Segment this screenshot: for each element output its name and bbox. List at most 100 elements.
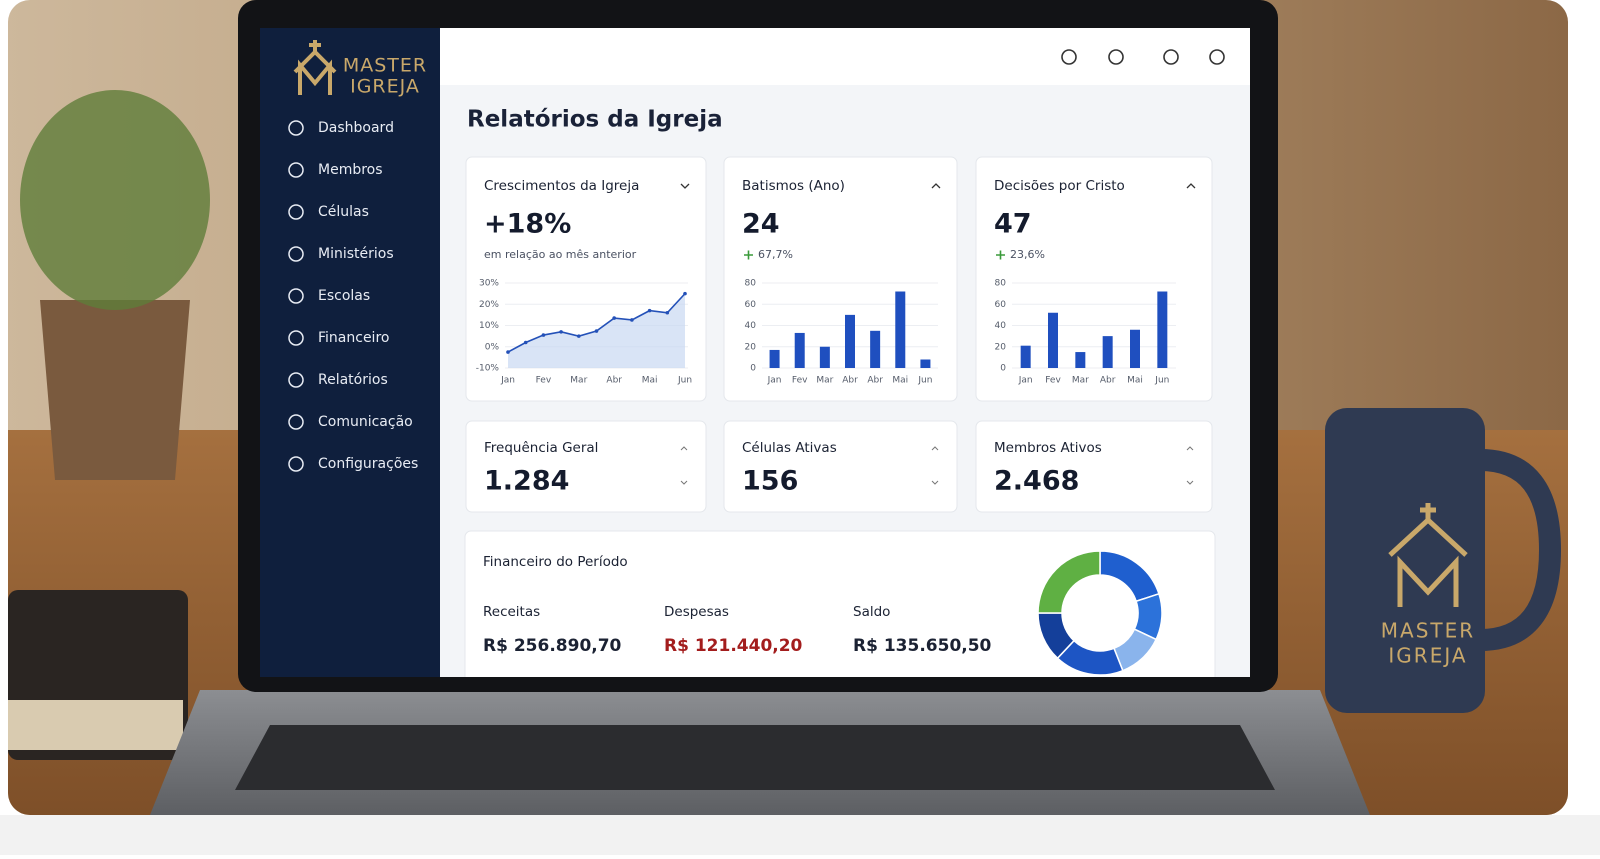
mug-handle: [1479, 449, 1562, 651]
x-tick-label: Abr: [842, 376, 858, 386]
y-tick-label: 40: [995, 321, 1007, 331]
y-tick-label: 30%: [479, 279, 499, 289]
finance-label: Despesas: [664, 604, 729, 620]
menu-icon: [288, 330, 304, 346]
bottom-strip: [0, 815, 1600, 855]
x-tick-label: Abr: [867, 376, 883, 386]
card-title: Células Ativas: [742, 440, 837, 456]
point: [665, 310, 670, 315]
y-tick-label: 0: [1000, 364, 1006, 374]
y-tick-label: 80: [995, 279, 1007, 289]
x-tick-label: Mai: [642, 376, 658, 386]
plant: [20, 90, 210, 310]
chat-icon[interactable]: [1108, 49, 1124, 65]
settings-icon[interactable]: [1163, 49, 1179, 65]
card-title: Batismos (Ano): [742, 178, 845, 194]
finance-value: R$ 135.650,50: [853, 636, 992, 656]
point: [630, 318, 634, 322]
menu-item[interactable]: Comunicação: [318, 414, 413, 430]
menu-item[interactable]: Financeiro: [318, 330, 389, 346]
x-tick-label: Mar: [816, 376, 833, 386]
area: [508, 293, 685, 368]
bar: [845, 314, 855, 368]
toggle[interactable]: [680, 446, 688, 485]
menu-icon: [288, 162, 304, 178]
point: [559, 330, 563, 334]
bar: [1048, 312, 1058, 368]
bar: [895, 291, 906, 368]
menu-icon: [288, 414, 304, 430]
plant-pot: [40, 300, 190, 480]
x-tick-label: Mai: [892, 376, 908, 386]
toggle[interactable]: [1186, 446, 1194, 485]
y-tick-label: 60: [995, 300, 1007, 310]
point: [577, 334, 581, 338]
menu-item[interactable]: Escolas: [318, 288, 370, 304]
donut-segment: [1037, 550, 1101, 614]
card-value: 2.468: [994, 466, 1079, 497]
y-tick-label: 80: [745, 279, 757, 289]
menu-icon: [288, 246, 304, 262]
user-icon[interactable]: [1061, 49, 1077, 65]
finance-label: Receitas: [483, 604, 540, 620]
x-tick-label: Mai: [1127, 376, 1143, 386]
toggle[interactable]: [931, 183, 941, 189]
y-tick-label: 0: [750, 364, 756, 374]
card: [975, 420, 1213, 513]
menu-icon: [288, 120, 304, 136]
card: [464, 530, 1216, 677]
card-delta: 23,6%: [1010, 248, 1045, 261]
card-title: Frequência Geral: [484, 440, 598, 456]
card-value: 24: [742, 209, 780, 240]
bar: [1102, 336, 1113, 368]
card-delta: 67,7%: [758, 248, 793, 261]
card: [975, 156, 1213, 402]
menu-item[interactable]: Células: [318, 204, 369, 220]
brand: IGREJA: [350, 76, 420, 98]
x-tick-label: Mar: [570, 376, 587, 386]
menu-icon: [288, 204, 304, 220]
bar: [819, 346, 830, 368]
y-tick-label: 20%: [479, 300, 499, 310]
x-tick-label: Abr: [1100, 376, 1116, 386]
menu-item[interactable]: Ministérios: [318, 246, 394, 262]
bar: [870, 330, 881, 368]
plus-icon: [744, 250, 753, 260]
y-tick-label: -10%: [476, 364, 500, 374]
point: [647, 308, 652, 313]
toggle[interactable]: [931, 446, 939, 485]
card-title: Membros Ativos: [994, 440, 1102, 456]
plus-icon: [996, 250, 1005, 260]
x-tick-label: Abr: [606, 376, 622, 386]
y-tick-label: 20: [745, 342, 757, 352]
help-icon[interactable]: [1209, 49, 1225, 65]
top-icons: [1061, 49, 1225, 65]
bar: [920, 359, 931, 368]
mug: [1325, 408, 1485, 713]
mug-brand: MASTER: [1381, 619, 1475, 643]
point: [523, 340, 528, 345]
x-tick-label: Jan: [1018, 376, 1033, 386]
card: [465, 420, 707, 513]
toggle[interactable]: [1186, 183, 1196, 189]
x-tick-label: Jun: [677, 376, 692, 386]
finance-value: R$ 121.440,20: [664, 636, 803, 656]
x-tick-label: Fev: [1045, 376, 1061, 386]
point: [541, 333, 546, 337]
card-title: Crescimentos da Igreja: [484, 178, 639, 194]
toggle[interactable]: [680, 183, 690, 189]
top-bar: [440, 28, 1250, 85]
bar: [1130, 329, 1140, 368]
y-tick-label: 0%: [485, 342, 500, 352]
menu-item[interactable]: Relatórios: [318, 372, 388, 388]
menu-item[interactable]: Configurações: [318, 456, 418, 472]
point: [594, 329, 599, 333]
keyboard: [235, 725, 1275, 790]
menu-item[interactable]: Membros: [318, 162, 383, 178]
bar: [794, 332, 805, 368]
x-tick-label: Fev: [536, 376, 552, 386]
menu-item[interactable]: Dashboard: [318, 120, 394, 136]
card-note: em relação ao mês anterior: [484, 248, 637, 261]
y-tick-label: 40: [745, 321, 757, 331]
